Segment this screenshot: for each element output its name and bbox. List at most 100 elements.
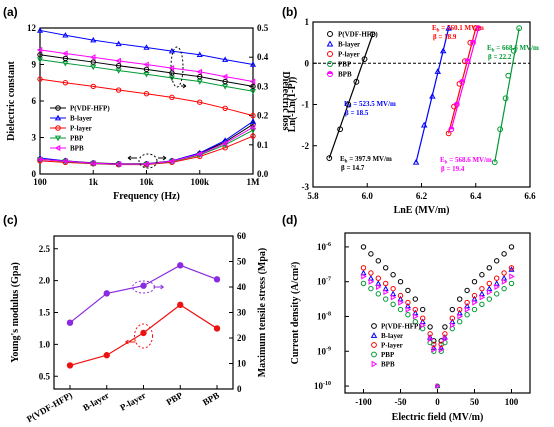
legend-label: P-layer (338, 51, 360, 59)
point-loss (36, 156, 43, 163)
y-tick-exponent: -9 (326, 346, 331, 352)
data-point (397, 292, 404, 299)
data-point (369, 31, 376, 38)
data-point (326, 155, 333, 162)
data-point (457, 318, 463, 325)
data-point (486, 280, 492, 287)
point-constant (143, 44, 150, 50)
point-constant (143, 71, 150, 78)
legend-marker (54, 144, 61, 152)
point-constant (197, 99, 203, 105)
data-point (435, 383, 441, 389)
fit-line (415, 28, 450, 163)
annotation-beta: β = 18.9 (433, 33, 457, 41)
point-constant (222, 105, 228, 112)
data-point (376, 283, 382, 290)
legend-marker (55, 105, 61, 111)
data-point (491, 159, 498, 166)
y-tick-label: 10-7 (317, 277, 331, 287)
legend-label: B-layer (338, 41, 360, 49)
annotation-arrow (125, 339, 136, 345)
data-point (487, 289, 493, 296)
data-point (464, 312, 470, 318)
data-point (479, 272, 485, 278)
x-axis-label: Frequency (Hz) (113, 191, 180, 202)
data-point (368, 270, 374, 276)
point-loss (249, 118, 257, 124)
data-point (494, 283, 500, 290)
y-tick-label: -2 (302, 141, 310, 151)
point-loss (62, 158, 68, 165)
y-tick-label: 10-10 (314, 381, 331, 391)
annotation-sub: b (445, 161, 448, 166)
series-BPB (36, 46, 256, 168)
x-axis-label: Electric field (MV/m) (392, 412, 484, 423)
data-point-fill (465, 58, 471, 62)
data-point (494, 291, 500, 297)
data-point (375, 258, 381, 264)
fit-line (450, 28, 480, 130)
data-point (360, 280, 367, 287)
data-point (457, 296, 463, 302)
y-tick-label: -1 (302, 100, 310, 110)
legend-label: P(VDF-HFP) (338, 31, 378, 39)
data-point (375, 275, 381, 281)
point-constant (143, 66, 150, 73)
x-tick-label: 10k (139, 177, 153, 187)
data-point (501, 270, 507, 276)
point-constant (62, 32, 69, 38)
point-constant (250, 112, 256, 119)
data-point (361, 273, 367, 280)
x-tick-label: B-layer (81, 390, 111, 413)
data-point (479, 285, 485, 292)
data-point (439, 47, 447, 54)
series-P-layer (360, 265, 515, 389)
y2-axis-label: Maximum tensile stress (Mpa) (257, 248, 268, 378)
data-point (516, 25, 523, 32)
data-point (427, 324, 433, 330)
point-loss (221, 140, 228, 147)
point-constant (249, 78, 256, 85)
legend-label: P-layer (70, 125, 92, 133)
data-point (471, 278, 478, 285)
x-tick-label: 100k (190, 177, 209, 187)
x-tick-label: -50 (395, 397, 407, 407)
point-constant (62, 80, 69, 86)
panel-d-label: (d) (282, 213, 297, 227)
data-point (412, 158, 420, 165)
data-point (486, 265, 492, 271)
data-point (383, 265, 389, 271)
point-constant (168, 75, 175, 82)
point-constant (36, 27, 44, 33)
series-line-constant (39, 54, 254, 87)
y-tick-label: 10-8 (317, 311, 331, 321)
x-tick-label: -100 (355, 397, 372, 407)
data-point (66, 362, 74, 369)
point-constant (197, 73, 203, 80)
fit-line (494, 28, 520, 163)
annotation-ellipse (170, 46, 184, 88)
data-point (361, 56, 368, 63)
point-constant (37, 76, 43, 82)
series-line-constant (39, 29, 254, 65)
point-constant (115, 87, 122, 93)
data-point (405, 312, 411, 318)
y-axis-label: Current density (A/cm²) (290, 262, 301, 365)
series-line-constant (39, 49, 254, 83)
data-point (427, 331, 433, 337)
series-BPB (361, 273, 515, 389)
data-point (464, 306, 471, 313)
data-point (337, 126, 344, 133)
point-constant (90, 83, 96, 90)
data-point (445, 130, 452, 137)
x-tick-label: 100 (505, 397, 519, 407)
legend-marker (326, 40, 334, 47)
x-tick-label: 5.8 (307, 191, 319, 201)
y2-axis-label: Dielectric loss (280, 71, 291, 130)
annotation-beta: β = 14.7 (341, 164, 365, 172)
data-point (449, 306, 455, 313)
point-constant (222, 56, 229, 62)
legend-marker (371, 342, 377, 348)
data-point (509, 273, 515, 280)
data-point (177, 262, 184, 269)
